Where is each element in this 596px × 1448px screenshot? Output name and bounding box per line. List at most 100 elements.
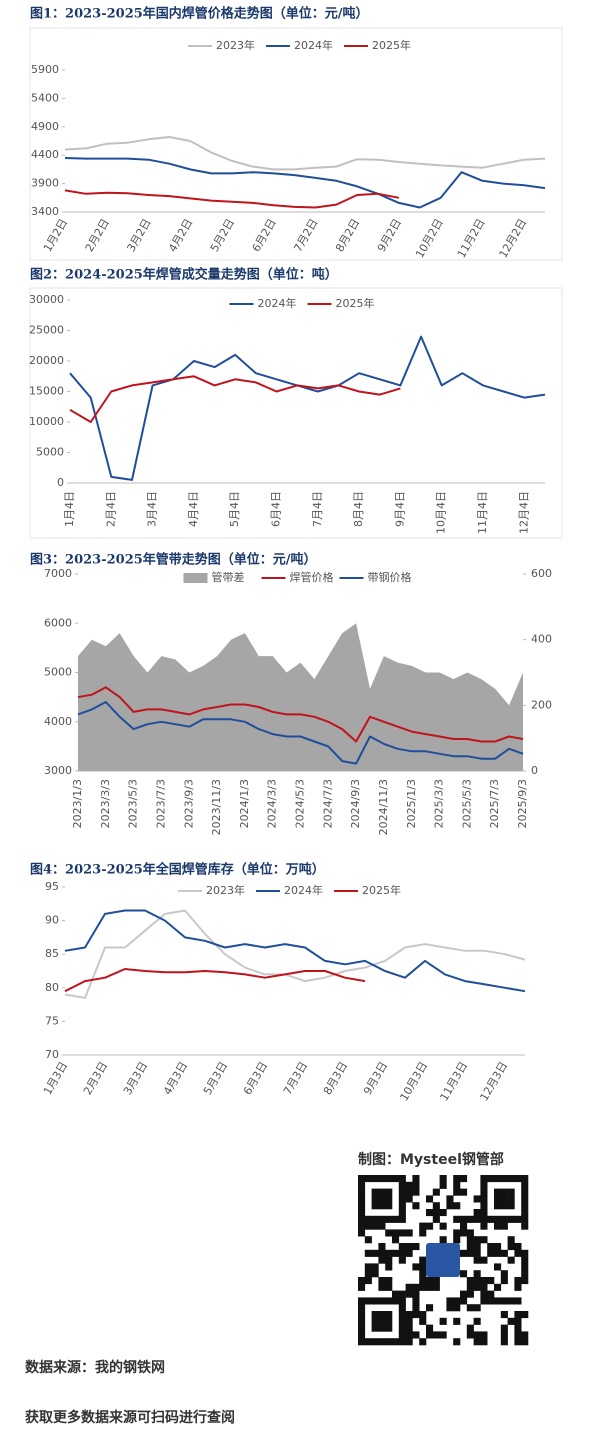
qr-module (412, 1243, 420, 1251)
qr-module (507, 1236, 515, 1244)
qr-module (480, 1188, 488, 1196)
qr-module (453, 1175, 461, 1183)
qr-module (364, 1215, 372, 1223)
qr-module (480, 1297, 488, 1305)
qr-module (378, 1195, 386, 1203)
qr-module (398, 1215, 406, 1223)
qr-module (514, 1311, 522, 1319)
qr-module (487, 1243, 495, 1251)
qr-module (514, 1243, 522, 1251)
qr-module (426, 1209, 434, 1217)
y2-tick-label: 200 (531, 698, 552, 711)
qr-module (398, 1290, 406, 1298)
y-tick-label: 5400 (31, 91, 59, 104)
qr-module (385, 1195, 393, 1203)
x-tick-label: 7月3日 (281, 1060, 310, 1098)
qr-module (494, 1283, 502, 1291)
qr-module (385, 1297, 393, 1305)
qr-module (460, 1249, 468, 1257)
qr-module (426, 1222, 434, 1230)
qr-module (507, 1202, 515, 1210)
qr-module (480, 1209, 488, 1217)
qr-module (487, 1277, 495, 1285)
qr-module (453, 1215, 461, 1223)
qr-module (371, 1263, 379, 1271)
qr-module (480, 1215, 488, 1223)
chart-title: 图3：2023-2025年管带走势图（单位：元/吨） (30, 552, 317, 568)
qr-module (466, 1236, 474, 1244)
line (64, 909, 526, 993)
qr-module (371, 1215, 379, 1223)
qr-module (405, 1195, 413, 1203)
qr-module (371, 1311, 379, 1319)
qr-module (358, 1222, 366, 1230)
qr-module (398, 1181, 406, 1189)
qr-module (385, 1249, 393, 1257)
y-tick-label: 5000 (44, 666, 72, 679)
qr-module (419, 1283, 427, 1291)
qr-module (500, 1195, 508, 1203)
x-tick-label: 2024/3/3 (266, 779, 279, 828)
qr-module (521, 1202, 529, 1210)
qr-module (487, 1297, 495, 1305)
qr-module (480, 1256, 488, 1264)
qr-module (514, 1338, 522, 1346)
qr-module (521, 1222, 529, 1230)
qr-module (439, 1317, 447, 1325)
qr-module (371, 1317, 379, 1325)
y-tick-label: 80 (45, 981, 59, 994)
qr-module (521, 1195, 529, 1203)
qr-module (405, 1311, 413, 1319)
qr-module (358, 1181, 366, 1189)
qr-module (460, 1215, 468, 1223)
qr-module (412, 1188, 420, 1196)
legend-label: 2024年 (284, 883, 323, 897)
legend-label: 2025年 (336, 296, 375, 310)
qr-module (398, 1202, 406, 1210)
qr-module (426, 1195, 434, 1203)
x-tick-label: 11月2日 (455, 217, 488, 261)
x-tick-label: 2023/1/3 (71, 779, 84, 828)
qr-module (419, 1277, 427, 1285)
qr-module (521, 1175, 529, 1183)
qr-module (392, 1290, 400, 1298)
x-tick-label: 2023/11/3 (210, 779, 223, 835)
qr-module (480, 1290, 488, 1298)
qr-module (521, 1188, 529, 1196)
qr-module (405, 1331, 413, 1339)
qr-module (358, 1215, 366, 1223)
qr-module (494, 1263, 502, 1271)
line (64, 157, 546, 209)
x-tick-label: 6月4日 (270, 491, 283, 527)
qr-module (466, 1215, 474, 1223)
qr-module (521, 1209, 529, 1217)
y-tick-label: 0 (57, 476, 64, 489)
qr-module (439, 1209, 447, 1217)
qr-module (364, 1297, 372, 1305)
qr-module (494, 1175, 502, 1183)
qr-module (426, 1283, 434, 1291)
chart-frame (29, 287, 563, 539)
x-tick-label: 4月2日 (166, 217, 195, 255)
x-tick-label: 2023/9/3 (182, 779, 195, 828)
qr-module (432, 1209, 440, 1217)
qr-module (358, 1229, 366, 1237)
x-tick-label: 2025/1/3 (405, 779, 418, 828)
legend-swatch (183, 573, 208, 583)
qr-module (514, 1175, 522, 1183)
qr-module (473, 1256, 481, 1264)
y2-tick-label: 600 (531, 567, 552, 580)
qr-module (480, 1283, 488, 1291)
y-tick-label: 3900 (31, 177, 59, 190)
y-tick-label: 90 (45, 914, 59, 927)
qr-module (419, 1311, 427, 1319)
qr-module (426, 1331, 434, 1339)
qr-module (419, 1229, 427, 1237)
line (77, 701, 524, 765)
qr-module (385, 1175, 393, 1183)
x-tick-label: 2025/7/3 (488, 779, 501, 828)
qr-module (460, 1175, 468, 1183)
qr-module (466, 1229, 474, 1237)
x-tick-label: 10月2日 (413, 217, 446, 261)
qr-module (405, 1243, 413, 1251)
